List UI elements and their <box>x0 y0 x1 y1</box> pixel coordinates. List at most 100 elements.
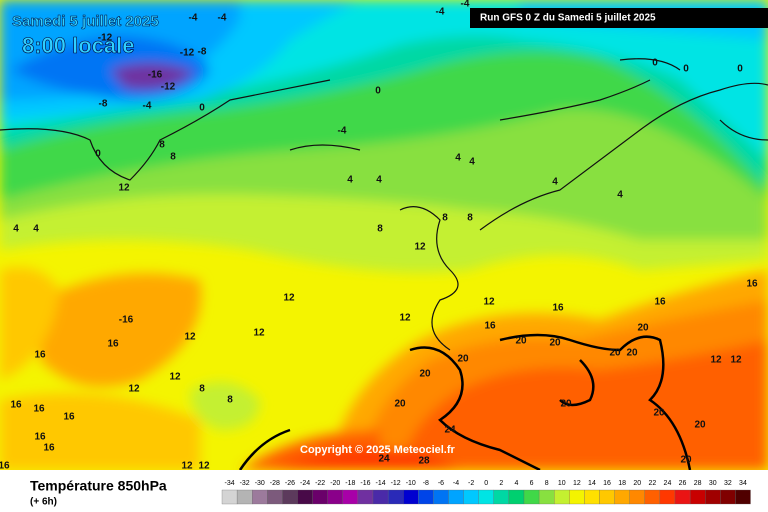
scale-label: 28 <box>694 480 702 487</box>
scale-label: 18 <box>618 480 626 487</box>
scale-swatch <box>508 489 525 505</box>
scale-swatch <box>418 489 434 505</box>
copyright: Copyright © 2025 Meteociel.fr <box>300 444 456 456</box>
scale-swatch <box>357 489 374 505</box>
scale-swatch <box>720 489 736 505</box>
contour-label: 12 <box>181 461 193 472</box>
scale-swatch <box>569 489 585 505</box>
contour-label: 16 <box>43 443 55 454</box>
scale-swatch <box>387 489 404 505</box>
scale-label: 8 <box>545 480 549 487</box>
contour-label: 28 <box>418 456 430 467</box>
contour-label: 0 <box>375 86 381 97</box>
scale-swatch <box>629 489 645 505</box>
scale-label: 4 <box>514 480 518 487</box>
scale-label: 16 <box>603 480 611 487</box>
scale-swatch <box>705 489 721 505</box>
scale-label: -30 <box>255 480 265 487</box>
contour-label: 8 <box>377 224 383 235</box>
contour-label: 20 <box>457 354 469 365</box>
contour-label: 20 <box>560 399 572 410</box>
scale-swatch <box>614 489 630 505</box>
scale-swatch <box>297 489 313 505</box>
contour-label: 12 <box>414 242 426 253</box>
contour-label: 0 <box>652 58 658 69</box>
scale-label: -2 <box>468 480 474 487</box>
contour-label: 16 <box>34 350 46 361</box>
contour-label: 20 <box>394 399 406 410</box>
contour-label: 8 <box>199 384 205 395</box>
scale-swatch <box>267 489 283 505</box>
scale-label: 14 <box>588 480 596 487</box>
contour-label: 8 <box>467 213 473 224</box>
contour-label: 16 <box>746 279 758 290</box>
contour-label: 4 <box>469 157 475 168</box>
scale-swatch <box>433 489 449 505</box>
scale-swatch <box>659 489 676 505</box>
contour-label: 12 <box>710 355 722 366</box>
color-scale: -34 -32 -30 -28 -26 -24 -22 -20 -18 -16 -14 -12 -10-… <box>221 480 751 505</box>
contour-label: 12 <box>169 372 181 383</box>
date: Samedi 5 juillet 2025 <box>12 13 159 30</box>
scale-label: 10 <box>558 480 566 487</box>
contour-label: 16 <box>34 432 46 443</box>
scale-label: -32 <box>240 480 250 487</box>
contour-label: 12 <box>730 355 742 366</box>
contour-label: -4 <box>338 126 347 137</box>
contour-label: 16 <box>33 404 45 415</box>
contour-label: -4 <box>143 101 152 112</box>
scale-swatch <box>644 489 661 505</box>
contour-label: 24 <box>378 454 390 465</box>
scale-swatch <box>327 489 343 505</box>
scale-swatch <box>493 489 510 505</box>
contour-label: 4 <box>13 224 19 235</box>
scale-swatch <box>554 489 570 505</box>
contour-label: 0 <box>95 149 101 160</box>
map-background <box>0 0 768 470</box>
contour-label: 16 <box>552 303 564 314</box>
contour-label: 12 <box>253 328 265 339</box>
contour-label: 20 <box>653 408 665 419</box>
contour-label: -8 <box>99 99 108 110</box>
contour-label: -12 <box>161 82 176 93</box>
contour-label: 4 <box>347 175 353 186</box>
scale-label: -24 <box>300 480 310 487</box>
contour-label: 8 <box>170 152 176 163</box>
contour-label: 20 <box>419 369 431 380</box>
scale-label: 12 <box>573 480 581 487</box>
contour-label: -16 <box>148 70 163 81</box>
scale-swatch <box>403 489 419 505</box>
contour-label: -4 <box>461 0 470 10</box>
contour-label: 4 <box>617 190 623 201</box>
scale-swatch <box>599 489 615 505</box>
contour-label: 16 <box>10 400 22 411</box>
scale-label: -10 <box>406 480 416 487</box>
scale-label: -26 <box>285 480 295 487</box>
scale-label: 30 <box>709 480 717 487</box>
scale-swatch <box>282 489 298 505</box>
footer-step: (+ 6h) <box>30 497 57 508</box>
contour-label: 12 <box>128 384 140 395</box>
scale-label: 34 <box>739 480 747 487</box>
contour-label: 20 <box>694 420 706 431</box>
contour-label: 8 <box>442 213 448 224</box>
scale-label: -12 <box>391 480 401 487</box>
scale-label: 24 <box>664 480 672 487</box>
scale-label: 0 <box>484 480 488 487</box>
scale-label: 20 <box>633 480 641 487</box>
scale-swatch <box>252 489 268 505</box>
scale-label: -20 <box>330 480 340 487</box>
contour-label: -4 <box>189 13 198 24</box>
contour-label: -4 <box>436 7 445 18</box>
scale-label: -14 <box>375 480 385 487</box>
contour-label: 0 <box>737 64 743 75</box>
contour-label: -16 <box>119 315 134 326</box>
scale-swatch <box>674 489 691 505</box>
contour-label: 20 <box>609 348 621 359</box>
contour-label: 4 <box>552 177 558 188</box>
contour-label: 20 <box>549 338 561 349</box>
scale-label: -16 <box>360 480 370 487</box>
scale-swatch <box>463 489 479 505</box>
scale-label: -34 <box>224 480 234 487</box>
